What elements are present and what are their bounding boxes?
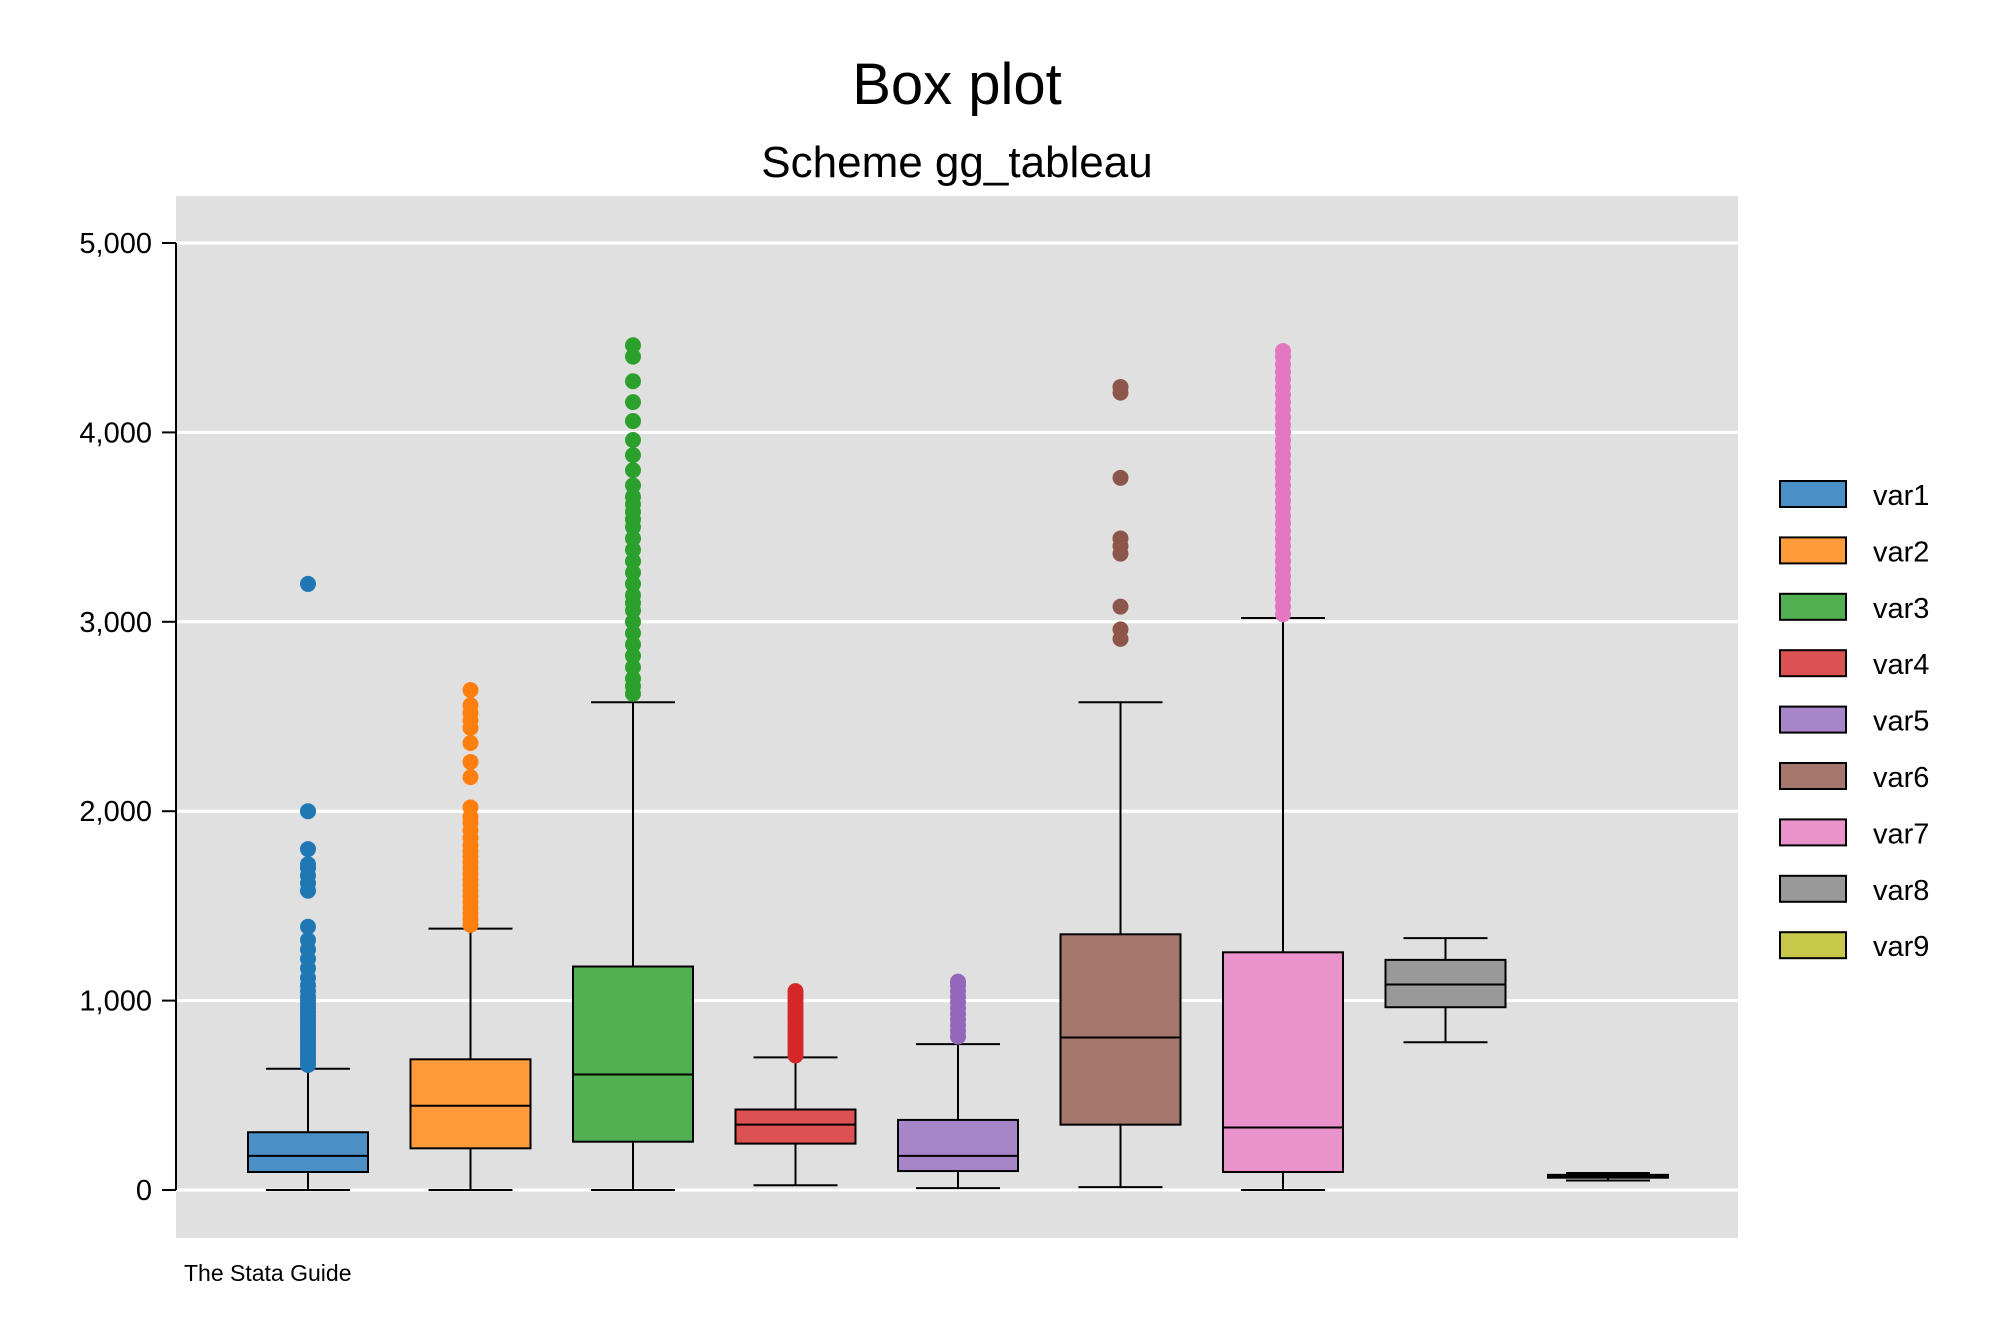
legend-swatch: [1779, 536, 1847, 565]
legend-swatch: [1779, 874, 1847, 903]
legend-item-var8: var8: [1779, 874, 1929, 907]
chart-note: The Stata Guide: [184, 1260, 352, 1286]
outlier-point: [625, 587, 641, 604]
y-tick-label: 2,000: [79, 796, 152, 828]
outlier-point: [462, 753, 479, 770]
outlier-point: [1112, 378, 1129, 395]
legend-item-var1: var1: [1779, 480, 1929, 512]
outlier-point: [625, 625, 641, 642]
outlier-point: [1112, 530, 1129, 547]
outlier-point: [625, 462, 641, 479]
outlier-point: [1112, 621, 1129, 638]
legend-label: var4: [1873, 649, 1929, 681]
outlier-point: [462, 697, 479, 714]
legend-label: var6: [1873, 762, 1929, 794]
outlier-point: [625, 564, 641, 581]
legend-swatch: [1779, 762, 1847, 790]
outlier-point: [300, 856, 316, 873]
outlier-point: [462, 681, 479, 698]
box-var6: [1059, 378, 1182, 1189]
outlier-point: [625, 337, 641, 354]
outlier-point: [625, 575, 641, 592]
y-axis: 0 1,000 2,000 3,000 4,000 5,000: [79, 228, 177, 1207]
legend-label: var5: [1873, 706, 1929, 738]
legend-swatch: [1779, 592, 1847, 621]
legend-swatch: [1779, 931, 1847, 960]
y-tick-label: 3,000: [79, 607, 152, 639]
outlier-point: [462, 769, 479, 786]
legend-swatch: [1779, 480, 1847, 508]
box-var8: [1384, 937, 1507, 1044]
outlier-point: [625, 488, 641, 505]
outlier-point: [1112, 469, 1129, 486]
box-var9: [1547, 1171, 1669, 1182]
box-iqr: [1059, 933, 1182, 1126]
y-tick-label: 0: [136, 1175, 152, 1207]
legend-item-var2: var2: [1779, 536, 1929, 568]
box-iqr: [247, 1131, 369, 1174]
box-iqr: [572, 965, 694, 1143]
outlier-point: [625, 477, 641, 494]
outlier-point: [1112, 598, 1129, 615]
legend-label: var9: [1873, 931, 1929, 963]
outlier-point: [625, 431, 641, 448]
box-iqr: [1222, 951, 1344, 1174]
legend-item-var4: var4: [1779, 649, 1929, 681]
outlier-point: [300, 841, 316, 858]
outlier-point: [625, 541, 641, 558]
outlier-point: [625, 553, 641, 570]
legend-swatch: [1779, 705, 1847, 734]
chart-title: Box plot: [852, 52, 1062, 117]
outlier-point: [300, 803, 316, 820]
legend-label: var3: [1873, 593, 1929, 625]
legend-label: var8: [1873, 875, 1929, 907]
legend-item-var9: var9: [1779, 931, 1929, 963]
outlier-point: [787, 983, 804, 1000]
outlier-point: [625, 373, 641, 390]
legend-item-var3: var3: [1779, 592, 1929, 625]
box-series: [247, 337, 1669, 1191]
box-var3: [572, 337, 694, 1191]
box-var1: [247, 575, 369, 1191]
outlier-point: [625, 394, 641, 411]
box-iqr: [897, 1118, 1019, 1173]
legend-label: var2: [1873, 536, 1929, 568]
legend-label: var1: [1873, 480, 1929, 512]
outlier-point: [462, 735, 479, 752]
outlier-point: [625, 530, 641, 547]
outlier-point: [300, 575, 316, 592]
outlier-point: [625, 348, 641, 365]
outlier-point: [625, 659, 641, 676]
legend-item-var7: var7: [1779, 818, 1929, 850]
legend-label: var7: [1873, 818, 1929, 850]
legend: var1 var2 var3 var4 var5 var6 var7 var8 var9: [1779, 480, 1929, 963]
box-var2: [409, 681, 532, 1191]
outlier-point: [462, 799, 479, 816]
legend-swatch: [1779, 649, 1847, 678]
box-var4: [734, 983, 857, 1187]
outlier-point: [950, 973, 966, 990]
legend-swatch: [1779, 818, 1847, 847]
outlier-point: [625, 613, 641, 630]
outlier-point: [300, 931, 316, 948]
y-tick-label: 1,000: [79, 986, 152, 1018]
legend-item-var5: var5: [1779, 705, 1929, 738]
outlier-point: [625, 447, 641, 464]
outlier-point: [1275, 342, 1291, 359]
outlier-point: [625, 647, 641, 664]
y-tick-label: 5,000: [79, 228, 152, 260]
chart-subtitle: Scheme gg_tableau: [761, 138, 1152, 187]
outlier-point: [625, 413, 641, 430]
box-iqr: [734, 1108, 857, 1145]
box-var7: [1222, 342, 1344, 1191]
outlier-point: [625, 636, 641, 653]
outlier-point: [300, 918, 316, 935]
box-iqr: [409, 1058, 532, 1150]
y-tick-label: 4,000: [79, 417, 152, 449]
box-var5: [897, 973, 1019, 1190]
legend-item-var6: var6: [1779, 762, 1929, 794]
outlier-point: [625, 670, 641, 687]
